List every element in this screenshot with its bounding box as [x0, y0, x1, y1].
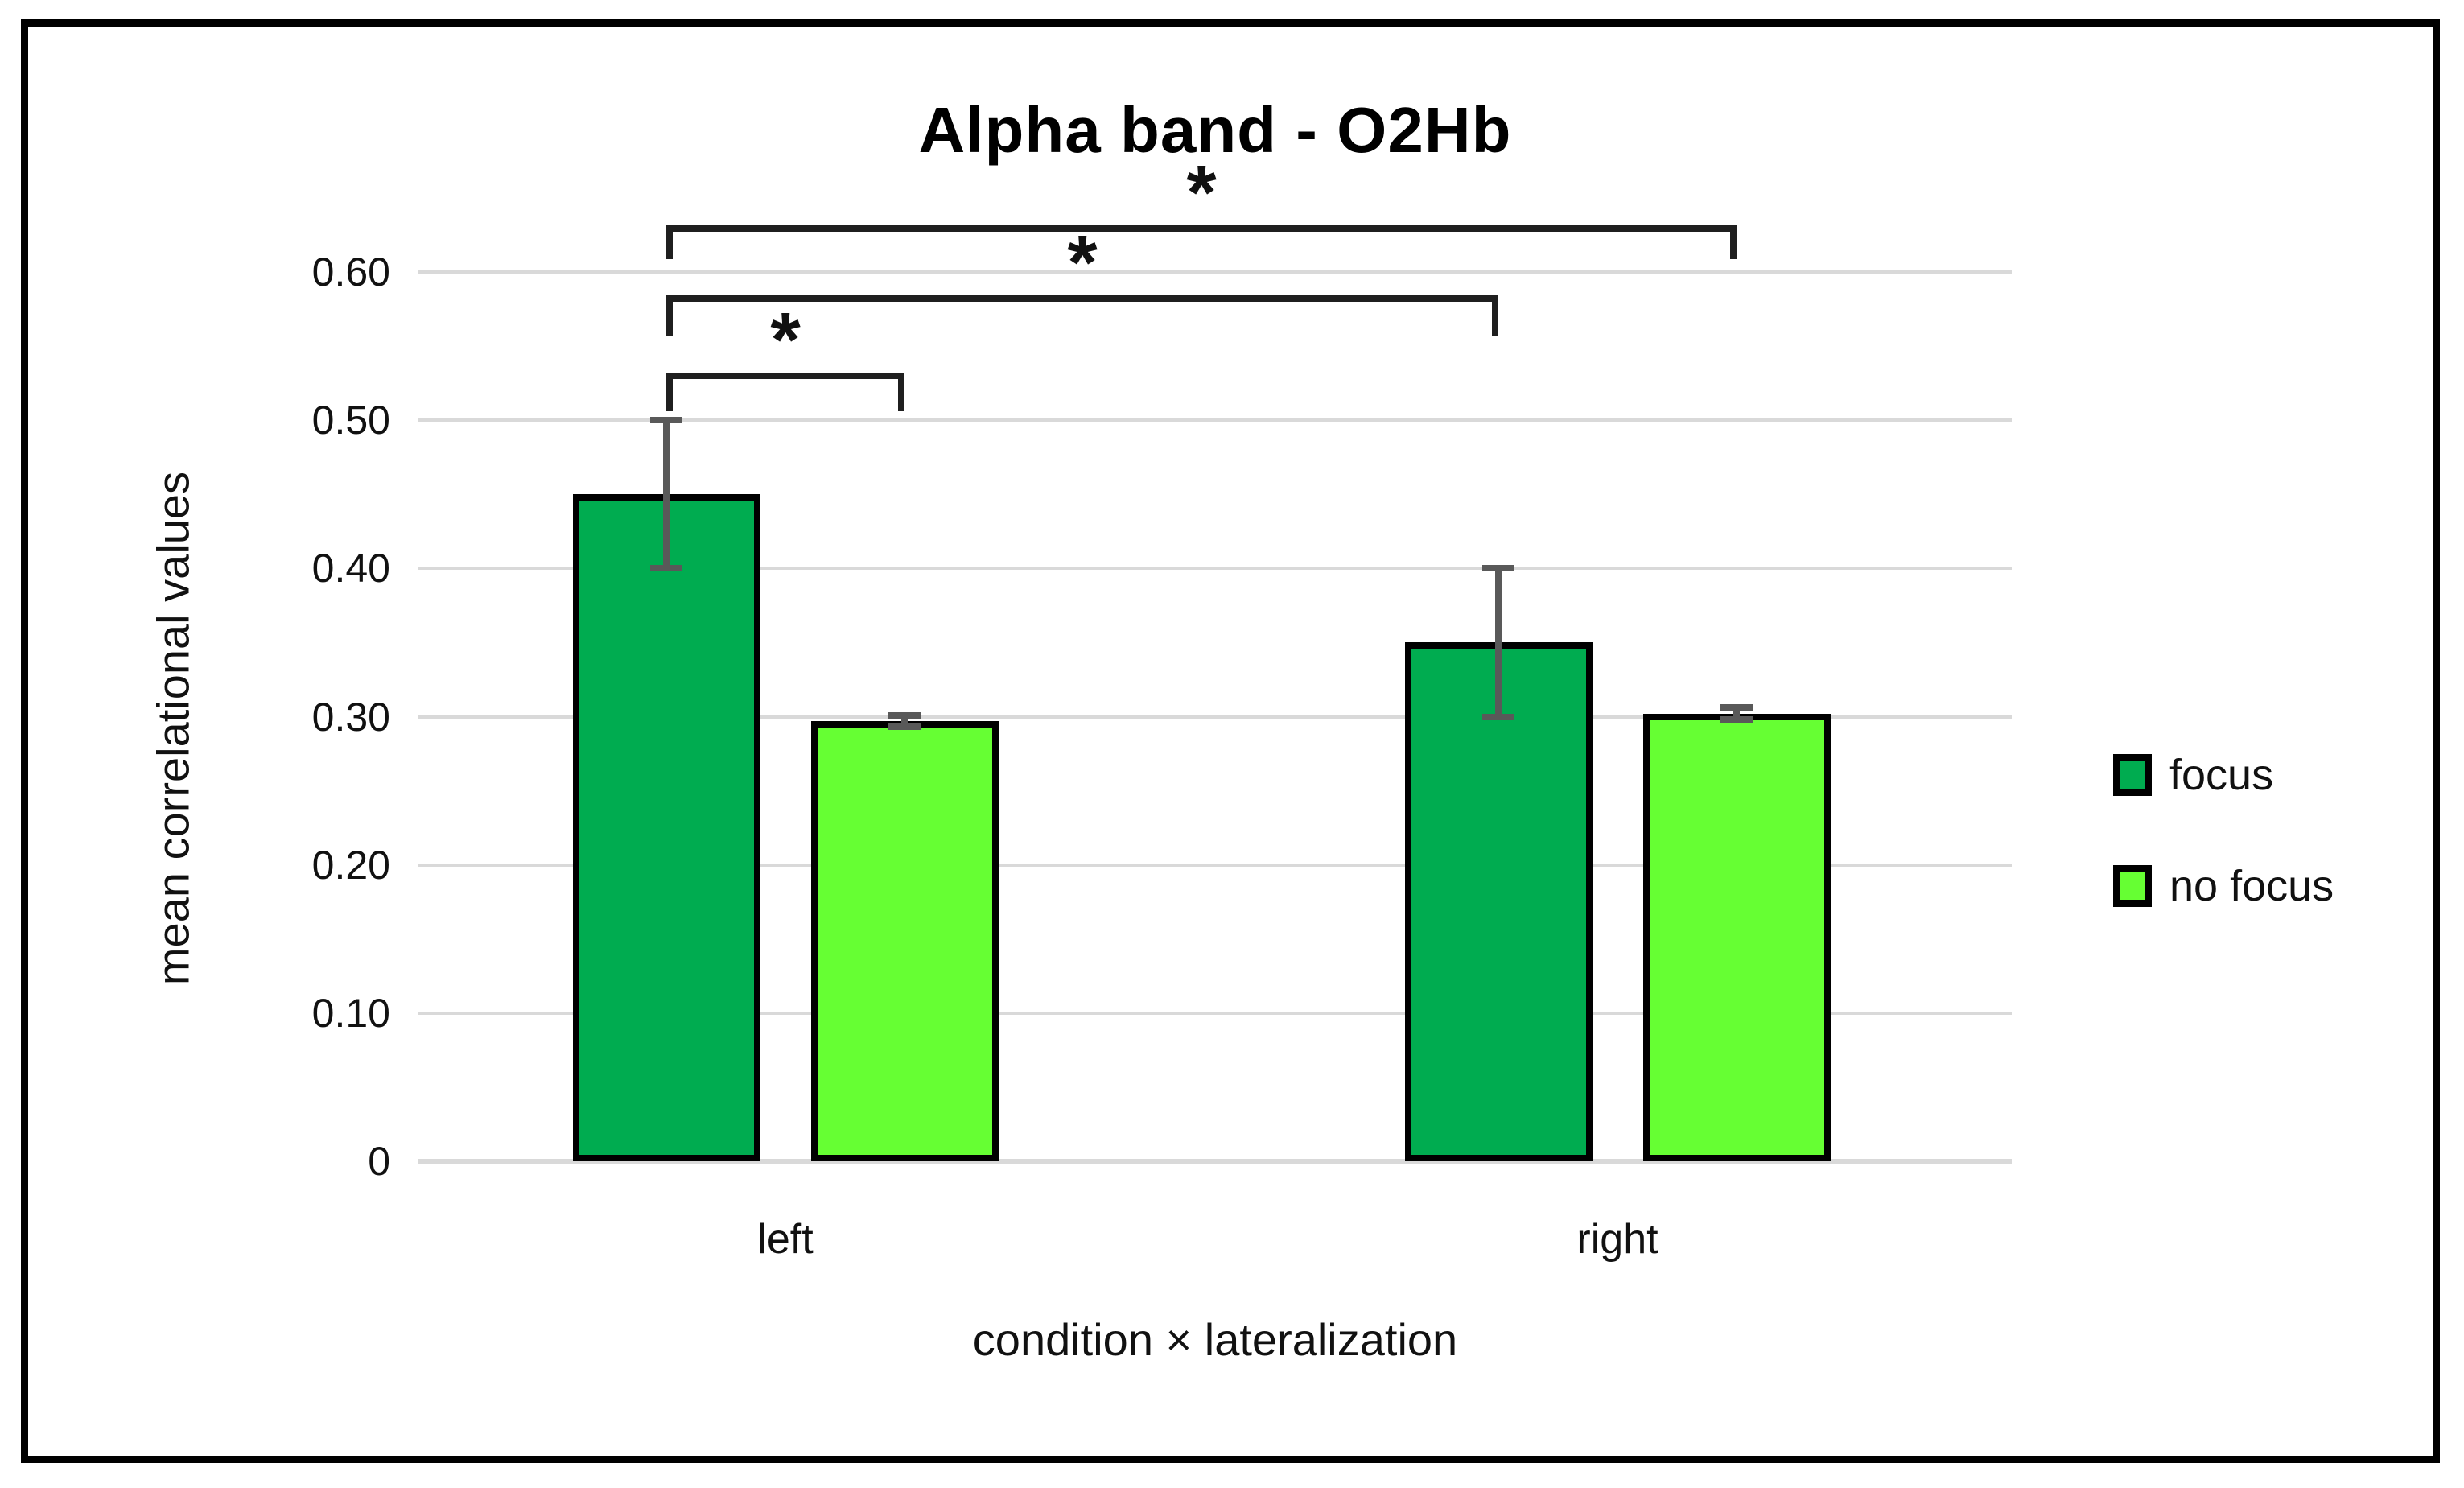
legend-item-no-focus: no focus — [2113, 862, 2334, 910]
error-bar-line — [901, 715, 908, 728]
error-bar-cap-bottom — [1482, 713, 1514, 720]
bar-no-focus-left — [810, 721, 999, 1161]
legend: focus no focus — [2113, 751, 2334, 976]
legend-item-focus: focus — [2113, 751, 2334, 799]
sig-bracket-tick-left — [666, 225, 673, 259]
gridline — [418, 863, 2012, 867]
sig-bracket-line — [666, 295, 1498, 302]
error-bar-cap-top — [1720, 704, 1753, 711]
y-tick-label: 0.10 — [311, 990, 390, 1036]
error-bar-cap-bottom — [888, 723, 921, 731]
x-axis-line — [418, 1159, 2012, 1164]
sig-bracket-tick-right — [1492, 295, 1498, 336]
gridline — [418, 1011, 2012, 1015]
y-tick-label: 0 — [368, 1139, 390, 1184]
error-bar-cap-bottom — [1720, 716, 1753, 723]
sig-star: * — [1067, 220, 1098, 306]
x-category-label-right: right — [1576, 1216, 1658, 1263]
sig-star: * — [770, 297, 801, 383]
figure-border — [21, 19, 2440, 1463]
gridline — [418, 715, 2012, 719]
sig-bracket-tick-left — [666, 295, 673, 336]
error-bar-cap-top — [1482, 565, 1514, 572]
y-tick-label: 0.20 — [311, 842, 390, 888]
sig-bracket-line — [666, 225, 1737, 232]
legend-label-no-focus: no focus — [2169, 862, 2334, 910]
sig-star: * — [1186, 150, 1217, 236]
sig-bracket-line — [666, 373, 904, 379]
gridline — [418, 567, 2012, 571]
error-bar-line — [1733, 707, 1740, 720]
x-category-label-left: left — [757, 1216, 814, 1263]
gridline — [418, 418, 2012, 422]
x-axis-title: condition × lateralization — [972, 1314, 1458, 1365]
focus-swatch-icon — [2113, 754, 2152, 796]
sig-bracket-tick-right — [898, 373, 904, 411]
y-tick-label: 0.40 — [311, 546, 390, 591]
bar-focus-right — [1404, 642, 1593, 1161]
error-bar-cap-bottom — [650, 565, 682, 572]
no-focus-swatch-icon — [2113, 865, 2152, 907]
error-bar-cap-top — [650, 417, 682, 424]
error-bar-line — [663, 420, 670, 569]
error-bar-cap-top — [888, 711, 921, 719]
bar-no-focus-right — [1642, 713, 1831, 1161]
sig-bracket-tick-right — [1730, 225, 1737, 259]
error-bar-line — [1495, 568, 1502, 717]
y-tick-label: 0.60 — [311, 249, 390, 295]
gridline — [418, 270, 2012, 274]
bar-focus-left — [572, 494, 760, 1161]
legend-label-focus: focus — [2169, 751, 2274, 799]
sig-bracket-tick-left — [666, 373, 673, 411]
y-tick-label: 0.30 — [311, 694, 390, 740]
y-tick-label: 0.50 — [311, 398, 390, 443]
chart-title: Alpha band - O2Hb — [918, 94, 1512, 166]
